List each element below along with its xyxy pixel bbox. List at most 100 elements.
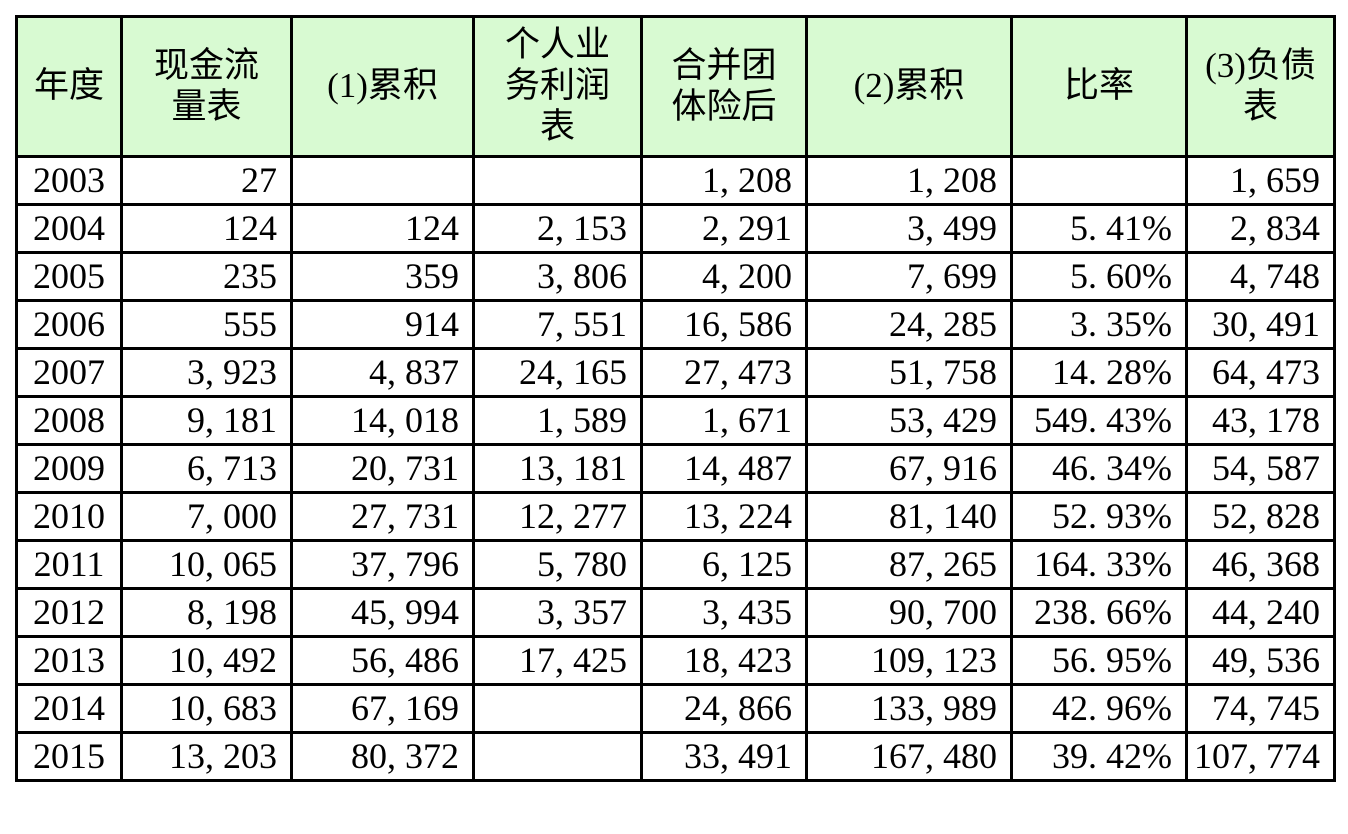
cell-ratio: 549. 43%: [1010, 395, 1188, 446]
cell-cumulative-1: 37, 796: [290, 539, 475, 590]
cell-cash-flow-statement: 8, 198: [120, 587, 293, 638]
cell-cash-flow-statement: 7, 000: [120, 491, 293, 542]
cell-balance-sheet: 107, 774: [1185, 731, 1336, 782]
cell-cumulative-1: 56, 486: [290, 635, 475, 686]
cell-year: 2007: [15, 347, 123, 398]
column-header-personal-business-profit: 个人业 务利润 表: [472, 15, 643, 158]
cell-cumulative-1: 20, 731: [290, 443, 475, 494]
cell-cumulative-1: 914: [290, 299, 475, 350]
cell-cumulative-2: 7, 699: [805, 251, 1013, 302]
cell-year: 2012: [15, 587, 123, 638]
cell-ratio: 56. 95%: [1010, 635, 1188, 686]
cell-year: 2014: [15, 683, 123, 734]
cell-cumulative-2: 67, 916: [805, 443, 1013, 494]
cell-ratio: 14. 28%: [1010, 347, 1188, 398]
cell-cumulative-1: 45, 994: [290, 587, 475, 638]
cell-cumulative-2: 81, 140: [805, 491, 1013, 542]
cell-balance-sheet: 74, 745: [1185, 683, 1336, 734]
cell-personal-business-profit: 12, 277: [472, 491, 643, 542]
column-header-balance-sheet: (3)负债 表: [1185, 15, 1336, 158]
cell-balance-sheet: 46, 368: [1185, 539, 1336, 590]
cell-cumulative-2: 167, 480: [805, 731, 1013, 782]
cell-personal-business-profit: 2, 153: [472, 203, 643, 254]
cell-balance-sheet: 4, 748: [1185, 251, 1336, 302]
cell-cumulative-1: [290, 155, 475, 206]
column-header-cash-flow-statement: 现金流 量表: [120, 15, 293, 158]
table-row-2005: 2005 235 359 3, 806 4, 200 7, 699 5. 60% 4, 748: [15, 251, 1336, 302]
header-row: 年度 现金流 量表 (1)累积 个人业 务利润 表合并团 体险后 (2)累积 比率 (3)负…: [15, 15, 1336, 158]
cell-cumulative-1: 4, 837: [290, 347, 475, 398]
cell-personal-business-profit: 24, 165: [472, 347, 643, 398]
cell-personal-business-profit: [472, 683, 643, 734]
cell-cumulative-2: 3, 499: [805, 203, 1013, 254]
cell-ratio: 5. 60%: [1010, 251, 1188, 302]
cell-cash-flow-statement: 3, 923: [120, 347, 293, 398]
cell-personal-business-profit: 3, 357: [472, 587, 643, 638]
cell-cash-flow-statement: 6, 713: [120, 443, 293, 494]
cell-balance-sheet: 64, 473: [1185, 347, 1336, 398]
cell-cumulative-2: 133, 989: [805, 683, 1013, 734]
cell-merged-group-insurance: 3, 435: [640, 587, 808, 638]
table-body: 2003 27 1, 208 1, 208 1, 659 2004 124 124 2, 153…: [15, 155, 1336, 782]
cell-year: 2005: [15, 251, 123, 302]
cell-year: 2011: [15, 539, 123, 590]
cell-cumulative-1: 124: [290, 203, 475, 254]
cell-year: 2003: [15, 155, 123, 206]
cell-cumulative-2: 53, 429: [805, 395, 1013, 446]
cell-personal-business-profit: [472, 155, 643, 206]
cell-merged-group-insurance: 18, 423: [640, 635, 808, 686]
cell-cash-flow-statement: 27: [120, 155, 293, 206]
cell-ratio: 5. 41%: [1010, 203, 1188, 254]
cell-year: 2008: [15, 395, 123, 446]
cell-merged-group-insurance: 24, 866: [640, 683, 808, 734]
table-row-2010: 2010 7, 000 27, 731 12, 277 13, 224 81, 140 52…: [15, 491, 1336, 542]
cell-cash-flow-statement: 10, 492: [120, 635, 293, 686]
cell-personal-business-profit: [472, 731, 643, 782]
cell-cumulative-1: 67, 169: [290, 683, 475, 734]
cell-ratio: 52. 93%: [1010, 491, 1188, 542]
cell-balance-sheet: 54, 587: [1185, 443, 1336, 494]
cell-balance-sheet: 52, 828: [1185, 491, 1336, 542]
cell-cash-flow-statement: 10, 683: [120, 683, 293, 734]
cell-personal-business-profit: 7, 551: [472, 299, 643, 350]
cell-merged-group-insurance: 33, 491: [640, 731, 808, 782]
cell-cash-flow-statement: 13, 203: [120, 731, 293, 782]
cell-ratio: 164. 33%: [1010, 539, 1188, 590]
cell-cumulative-2: 24, 285: [805, 299, 1013, 350]
column-header-merged-group-insurance: 合并团 体险后: [640, 15, 808, 158]
cell-cash-flow-statement: 235: [120, 251, 293, 302]
cell-cumulative-1: 359: [290, 251, 475, 302]
cell-merged-group-insurance: 4, 200: [640, 251, 808, 302]
cell-ratio: 46. 34%: [1010, 443, 1188, 494]
table-row-2015: 2015 13, 203 80, 372 33, 491 167, 480 39. 42%…: [15, 731, 1336, 782]
cell-year: 2009: [15, 443, 123, 494]
cell-ratio: 3. 35%: [1010, 299, 1188, 350]
table-row-2009: 2009 6, 713 20, 731 13, 181 14, 487 67, 916 46…: [15, 443, 1336, 494]
cell-balance-sheet: 49, 536: [1185, 635, 1336, 686]
table-row-2011: 2011 10, 065 37, 796 5, 780 6, 125 87, 265 164…: [15, 539, 1336, 590]
table-row-2006: 2006 555 914 7, 551 16, 586 24, 285 3. 35% 30, …: [15, 299, 1336, 350]
cell-year: 2004: [15, 203, 123, 254]
cell-merged-group-insurance: 16, 586: [640, 299, 808, 350]
table-row-2014: 2014 10, 683 67, 169 24, 866 133, 989 42. 96%…: [15, 683, 1336, 734]
cell-balance-sheet: 30, 491: [1185, 299, 1336, 350]
cell-personal-business-profit: 1, 589: [472, 395, 643, 446]
cell-cash-flow-statement: 9, 181: [120, 395, 293, 446]
cell-ratio: [1010, 155, 1188, 206]
cell-cumulative-1: 80, 372: [290, 731, 475, 782]
cell-balance-sheet: 2, 834: [1185, 203, 1336, 254]
cell-merged-group-insurance: 2, 291: [640, 203, 808, 254]
cell-merged-group-insurance: 27, 473: [640, 347, 808, 398]
cell-merged-group-insurance: 13, 224: [640, 491, 808, 542]
column-header-cumulative-2: (2)累积: [805, 15, 1013, 158]
cell-cash-flow-statement: 555: [120, 299, 293, 350]
cell-year: 2006: [15, 299, 123, 350]
cell-cumulative-2: 90, 700: [805, 587, 1013, 638]
cell-cumulative-2: 51, 758: [805, 347, 1013, 398]
cell-ratio: 238. 66%: [1010, 587, 1188, 638]
cell-personal-business-profit: 5, 780: [472, 539, 643, 590]
column-header-year: 年度: [15, 15, 123, 158]
cell-merged-group-insurance: 1, 671: [640, 395, 808, 446]
table-row-2003: 2003 27 1, 208 1, 208 1, 659: [15, 155, 1336, 206]
